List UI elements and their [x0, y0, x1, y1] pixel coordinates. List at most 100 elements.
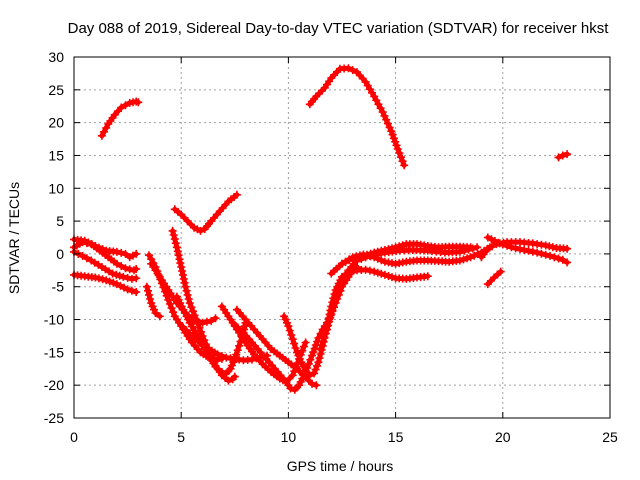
data-point	[554, 153, 563, 162]
series-arc-24	[554, 150, 572, 162]
data-point	[373, 268, 382, 277]
data-point	[516, 245, 524, 254]
series-arc-19	[338, 240, 475, 268]
data-point	[132, 288, 141, 296]
data-point	[327, 310, 336, 319]
data-point	[287, 330, 296, 339]
axis-tick-labels: 0 5 10 15 20 25 -25 -20 -15 -10 -5 0 5 10 15 20 25 30	[44, 49, 618, 445]
data-point	[176, 259, 185, 268]
data-point	[195, 323, 204, 332]
series-arc-01	[97, 97, 143, 140]
y-tick-label: 5	[56, 213, 64, 229]
data-point	[352, 253, 361, 262]
data-point	[380, 246, 389, 254]
data-point	[496, 267, 505, 276]
data-point	[384, 272, 393, 280]
data-point	[392, 141, 401, 150]
data-point	[348, 254, 357, 263]
data-point	[455, 256, 464, 265]
data-point	[380, 270, 389, 279]
data-point	[170, 235, 179, 244]
series-arc-03	[70, 238, 141, 275]
data-point	[127, 286, 136, 295]
data-point	[155, 312, 164, 321]
data-point	[177, 263, 186, 271]
data-point	[217, 368, 226, 377]
data-point	[105, 277, 114, 286]
data-point	[169, 308, 178, 317]
data-point	[117, 103, 126, 112]
series-arc-23	[483, 267, 505, 289]
data-point	[217, 352, 226, 360]
data-point	[361, 265, 370, 274]
data-point	[151, 309, 160, 317]
data-point	[193, 319, 202, 328]
data-point	[483, 244, 492, 253]
data-point	[380, 111, 389, 120]
data-point	[326, 313, 335, 322]
data-point	[224, 376, 233, 385]
data-point	[332, 294, 340, 303]
data-point	[189, 307, 197, 316]
x-tick-label: 0	[70, 429, 78, 445]
data-point	[134, 98, 143, 107]
data-point	[550, 253, 559, 262]
data-point	[78, 251, 87, 260]
data-point	[310, 369, 319, 378]
y-tick-label: 25	[48, 82, 64, 98]
data-point	[498, 240, 507, 249]
y-tick-label: 0	[56, 246, 64, 262]
data-point	[304, 359, 313, 368]
data-point	[334, 286, 343, 295]
series-arc-08	[142, 282, 164, 321]
x-tick-label: 5	[177, 429, 185, 445]
series-arc-06	[145, 251, 226, 364]
data-point	[554, 254, 563, 263]
data-point	[398, 241, 407, 250]
data-point	[112, 270, 121, 279]
y-tick-label: -15	[44, 344, 64, 360]
data-point	[121, 249, 130, 258]
data-point	[388, 244, 396, 253]
data-point	[91, 273, 100, 282]
x-tick-label: 20	[495, 429, 511, 445]
data-point	[330, 298, 339, 307]
y-tick-label: 10	[48, 180, 64, 196]
data-point	[121, 101, 130, 110]
data-point	[232, 190, 241, 199]
series-arc-22	[483, 233, 572, 267]
data-point	[395, 242, 404, 251]
data-point	[395, 149, 404, 157]
data-point	[325, 317, 334, 326]
data-point	[120, 283, 128, 292]
data-point	[169, 231, 178, 239]
data-point	[285, 326, 294, 335]
data-point	[546, 251, 554, 260]
data-point	[115, 271, 124, 280]
data-point	[211, 314, 220, 323]
data-point	[196, 226, 205, 235]
data-point	[400, 161, 409, 170]
plot-frame	[73, 56, 611, 419]
data-point	[470, 251, 479, 260]
y-tick-label: 30	[48, 49, 64, 65]
data-point	[384, 245, 393, 254]
data-point	[142, 282, 151, 291]
data-point	[338, 259, 346, 268]
data-point	[348, 66, 357, 75]
data-point	[306, 355, 315, 364]
data-point	[192, 315, 201, 324]
series-arc-16	[280, 265, 432, 380]
data-point	[172, 243, 181, 252]
data-point	[213, 350, 222, 359]
data-point	[123, 285, 132, 294]
data-point	[319, 337, 328, 346]
data-point	[286, 384, 295, 393]
y-tick-label: 20	[48, 115, 64, 131]
data-point	[541, 241, 550, 250]
data-point	[466, 243, 475, 252]
data-point	[284, 322, 293, 331]
y-tick-label: -20	[44, 377, 64, 393]
data-point	[112, 259, 121, 268]
